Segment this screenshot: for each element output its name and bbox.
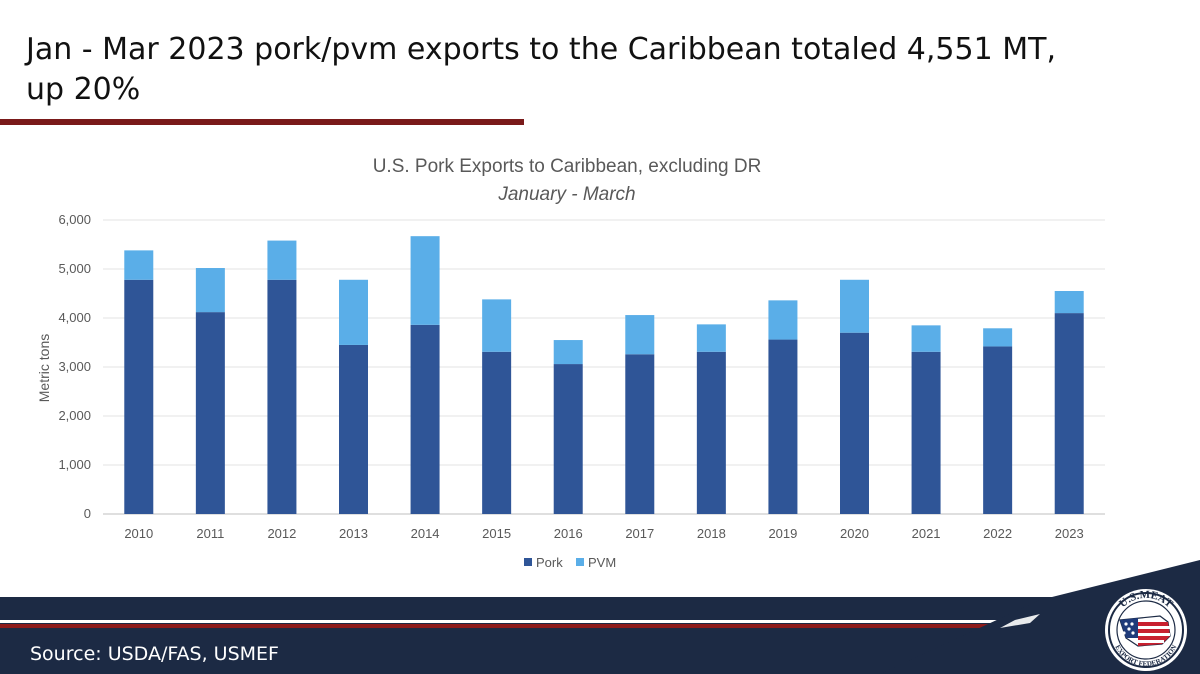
y-tick-label: 1,000	[58, 457, 91, 472]
y-tick-label: 4,000	[58, 310, 91, 325]
bar-pvm-2013	[339, 279, 368, 345]
y-tick-label: 5,000	[58, 261, 91, 276]
slide-title: Jan - Mar 2023 pork/pvm exports to the C…	[26, 30, 1126, 110]
bar-pvm-2011	[195, 268, 225, 313]
x-tick-label: 2012	[267, 526, 296, 541]
x-tick-label: 2023	[1055, 526, 1084, 541]
bar-pork-2011	[195, 312, 225, 514]
legend-label-pork: Pork	[536, 555, 563, 570]
bar-pork-2023	[1054, 313, 1084, 514]
bar-pvm-2023	[1054, 291, 1084, 314]
bar-pvm-2015	[482, 299, 512, 352]
x-tick-label: 2022	[983, 526, 1012, 541]
legend-swatch-pvm	[576, 558, 584, 566]
bar-pork-2016	[553, 364, 583, 514]
x-tick-label: 2020	[840, 526, 869, 541]
bar-pork-2019	[768, 339, 798, 514]
x-tick-label: 2018	[697, 526, 726, 541]
legend: Pork PVM	[524, 555, 616, 570]
bar-pork-2013	[339, 344, 368, 514]
source-note: Source: USDA/FAS, USMEF	[30, 643, 279, 665]
chart-title: U.S. Pork Exports to Caribbean, excludin…	[373, 156, 762, 177]
bars	[124, 236, 1084, 514]
bar-pork-2022	[983, 346, 1013, 514]
bar-pvm-2018	[696, 324, 726, 352]
stacked-bar-chart: U.S. Pork Exports to Caribbean, excludin…	[36, 156, 1105, 570]
bar-pvm-2010	[124, 250, 154, 280]
footer-stripe-red	[0, 624, 1000, 628]
chart-subtitle: January - March	[497, 184, 635, 205]
x-tick-label: 2010	[124, 526, 153, 541]
bar-pork-2018	[696, 351, 726, 514]
bar-pork-2020	[840, 332, 869, 514]
bar-pork-2021	[911, 351, 941, 514]
bar-pvm-2021	[911, 325, 941, 352]
slide-title-line-1: Jan - Mar 2023 pork/pvm exports to the C…	[26, 32, 1056, 67]
title-underline-rule	[0, 119, 524, 125]
y-tick-label: 3,000	[58, 359, 91, 374]
y-tick-label: 6,000	[58, 212, 91, 227]
x-tick-label: 2015	[482, 526, 511, 541]
bar-pork-2012	[267, 279, 297, 514]
bar-pork-2017	[625, 354, 655, 514]
bar-pvm-2022	[983, 328, 1013, 347]
bar-pvm-2019	[768, 300, 798, 340]
footer-stripe-white	[0, 620, 1015, 623]
x-tick-label: 2014	[411, 526, 440, 541]
bar-pvm-2017	[625, 315, 655, 355]
us-meat-export-federation-logo: U.S.MEAT EXPORT FEDERATION	[1105, 589, 1187, 671]
bar-pvm-2014	[410, 236, 440, 325]
y-axis-label: Metric tons	[36, 334, 52, 402]
x-tick-label: 2019	[768, 526, 797, 541]
y-tick-label: 0	[84, 506, 91, 521]
x-tick-label: 2021	[912, 526, 941, 541]
bar-pork-2010	[124, 279, 154, 514]
bar-pork-2015	[482, 351, 512, 514]
x-tick-label: 2013	[339, 526, 368, 541]
bar-pork-2014	[410, 324, 440, 514]
x-tick-label: 2017	[625, 526, 654, 541]
gridlines	[103, 219, 1105, 515]
y-tick-label: 2,000	[58, 408, 91, 423]
x-tick-label: 2016	[554, 526, 583, 541]
bar-pvm-2016	[553, 340, 583, 365]
x-tick-label: 2011	[196, 526, 224, 541]
legend-label-pvm: PVM	[588, 555, 616, 570]
x-axis-ticks: 2010 2011 2012 2013 2014 2015 2016 2017 2018 2019…	[124, 526, 1083, 541]
slide-title-line-2: up 20%	[26, 72, 141, 107]
y-axis-ticks: 0 1,000 2,000 3,000 4,000 5,000 6,000	[58, 212, 91, 521]
bar-pvm-2012	[267, 240, 297, 280]
legend-swatch-pork	[524, 558, 532, 566]
bar-pvm-2020	[840, 279, 869, 333]
